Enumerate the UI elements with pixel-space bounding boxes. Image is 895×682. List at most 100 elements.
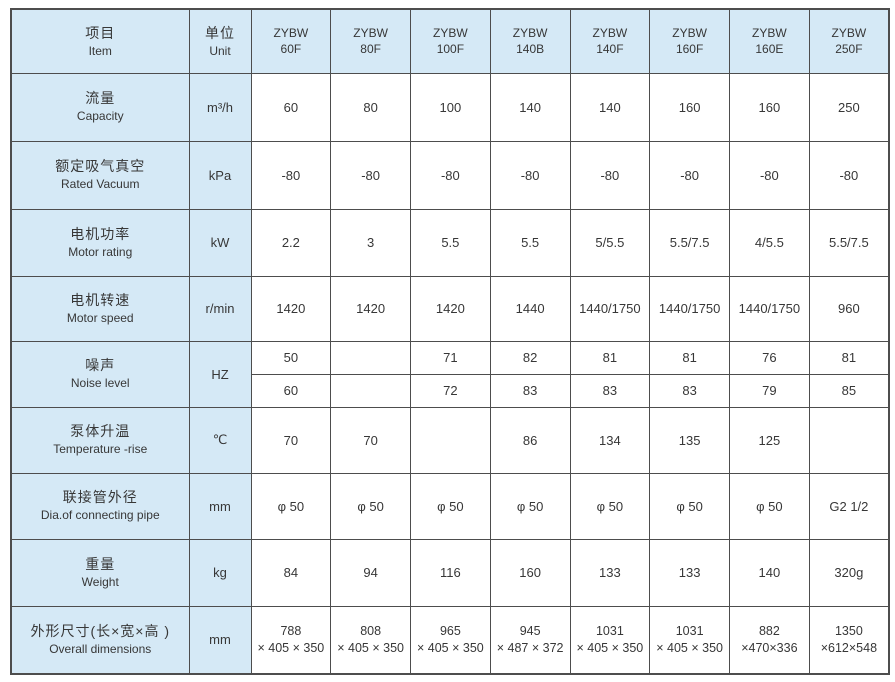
value-cell: 1420 xyxy=(250,275,332,342)
row-label-zh: 泵体升温 xyxy=(70,423,131,440)
model-brand: ZYBW xyxy=(353,26,388,41)
value-cell: 5.5 xyxy=(410,208,491,277)
model-brand: ZYBW xyxy=(273,26,309,41)
value-cell: 5.5/7.5 xyxy=(808,208,890,277)
value-cell: 960 xyxy=(808,275,890,342)
value-cell: G2 1/2 xyxy=(808,472,890,540)
row-label-en: Motor speed xyxy=(66,310,134,325)
row-overall-dimensions: 外形尺寸(长×宽×高 ) Overall dimensions mm 788 ×… xyxy=(10,605,890,675)
value-cell: 70 xyxy=(250,406,332,474)
value-cell: -80 xyxy=(410,140,491,210)
value-cell: 76 xyxy=(729,340,810,375)
value-cell: 160 xyxy=(489,538,571,607)
model-code: 100F xyxy=(436,42,465,57)
header-unit: 单位 Unit xyxy=(188,8,252,74)
row-label-motor-speed: 电机转速 Motor speed xyxy=(10,275,190,342)
row-label-noise: 噪声 Noise level xyxy=(10,340,190,408)
value-cell: φ 50 xyxy=(569,472,651,540)
header-model-zybw-140f: ZYBW 140F xyxy=(569,8,651,74)
row-label-capacity: 流量 Capacity xyxy=(10,72,190,142)
value-cell: 50 xyxy=(250,340,332,375)
value-cell: 250 xyxy=(808,72,890,142)
value-cell: 82 xyxy=(489,340,571,375)
value-cell: 808 × 405 × 350 xyxy=(330,605,411,675)
value-cell: 135 xyxy=(649,406,730,474)
value-cell: φ 50 xyxy=(410,472,491,540)
unit-cell: m³/h xyxy=(188,72,252,142)
value-cell: -80 xyxy=(489,140,571,210)
value-cell: 83 xyxy=(649,373,730,408)
value-cell: 788 × 405 × 350 xyxy=(250,605,332,675)
row-label-en: Noise level xyxy=(70,376,130,391)
value-cell: φ 50 xyxy=(330,472,411,540)
unit-cell: kPa xyxy=(188,140,252,210)
row-label-overall-dimensions: 外形尺寸(长×宽×高 ) Overall dimensions xyxy=(10,605,190,675)
model-code: 160F xyxy=(675,42,704,57)
value-cell: 160 xyxy=(649,72,730,142)
value-cell: 83 xyxy=(569,373,651,408)
model-code: 60F xyxy=(280,42,302,57)
value-cell: 1420 xyxy=(330,275,411,342)
model-brand: ZYBW xyxy=(831,26,867,41)
header-unit-zh: 单位 xyxy=(205,24,235,41)
header-model-zybw-60f: ZYBW 60F xyxy=(250,8,332,74)
value-cell: 1350 ×612×548 xyxy=(808,605,890,675)
value-cell xyxy=(808,406,890,474)
row-label-en: Weight xyxy=(81,574,119,589)
value-cell: 945 × 487 × 372 xyxy=(489,605,571,675)
dim-wh: × 487 × 372 xyxy=(496,640,564,655)
value-cell: 140 xyxy=(489,72,571,142)
dim-wh: ×612×548 xyxy=(820,640,878,655)
value-cell: 125 xyxy=(729,406,810,474)
value-cell: 140 xyxy=(569,72,651,142)
value-cell: 1440/1750 xyxy=(729,275,810,342)
value-cell: 72 xyxy=(410,373,491,408)
dim-length: 808 xyxy=(360,623,382,638)
value-cell: 81 xyxy=(808,340,890,375)
row-label-zh: 噪声 xyxy=(85,357,116,374)
header-model-zybw-80f: ZYBW 80F xyxy=(330,8,411,74)
value-cell: 85 xyxy=(808,373,890,408)
model-brand: ZYBW xyxy=(512,26,548,41)
value-cell: 100 xyxy=(410,72,491,142)
value-cell: -80 xyxy=(569,140,651,210)
unit-cell: mm xyxy=(188,472,252,540)
row-label-zh: 电机转速 xyxy=(70,291,131,308)
unit-cell: r/min xyxy=(188,275,252,342)
row-label-weight: 重量 Weight xyxy=(10,538,190,607)
row-noise-50hz: 噪声 Noise level HZ 50 71 82 81 81 76 81 xyxy=(10,340,890,408)
value-cell: 83 xyxy=(489,373,571,408)
row-noise-60hz: 60 72 83 83 83 79 85 xyxy=(11,373,890,408)
dim-wh: ×470×336 xyxy=(741,640,798,655)
dim-length: 1350 xyxy=(834,623,863,638)
value-cell: 81 xyxy=(649,340,730,375)
value-cell: -80 xyxy=(250,140,332,210)
value-cell: 160 xyxy=(729,72,810,142)
value-cell: 2.2 xyxy=(250,208,332,277)
value-cell: 5/5.5 xyxy=(569,208,651,277)
dim-length: 1031 xyxy=(595,623,624,638)
value-cell: 1420 xyxy=(410,275,491,342)
value-cell: -80 xyxy=(330,140,411,210)
row-label-pipe-diameter: 联接管外径 Dia.of connecting pipe xyxy=(10,472,190,540)
value-cell: 140 xyxy=(729,538,810,607)
model-code: 140F xyxy=(596,42,624,57)
row-label-motor-rating: 电机功率 Motor rating xyxy=(10,208,190,277)
header-unit-en: Unit xyxy=(209,43,231,58)
value-cell: φ 50 xyxy=(729,472,810,540)
unit-cell: ℃ xyxy=(188,406,252,474)
dim-wh: × 405 × 350 xyxy=(576,640,644,655)
model-code: 80F xyxy=(360,42,381,57)
row-label-zh: 电机功率 xyxy=(70,225,131,242)
model-code: 250F xyxy=(835,42,863,57)
model-brand: ZYBW xyxy=(433,26,468,41)
header-model-zybw-140b: ZYBW 140B xyxy=(489,8,571,74)
dim-length: 788 xyxy=(280,623,302,638)
row-label-zh: 额定吸气真空 xyxy=(55,158,146,175)
row-rated-vacuum: 额定吸气真空 Rated Vacuum kPa -80 -80 -80 -80 … xyxy=(10,140,890,210)
row-label-zh: 外形尺寸(长×宽×高 ) xyxy=(30,623,171,640)
value-cell: 60 xyxy=(250,72,332,142)
row-label-en: Temperature -rise xyxy=(53,442,148,457)
value-cell: 320g xyxy=(808,538,890,607)
